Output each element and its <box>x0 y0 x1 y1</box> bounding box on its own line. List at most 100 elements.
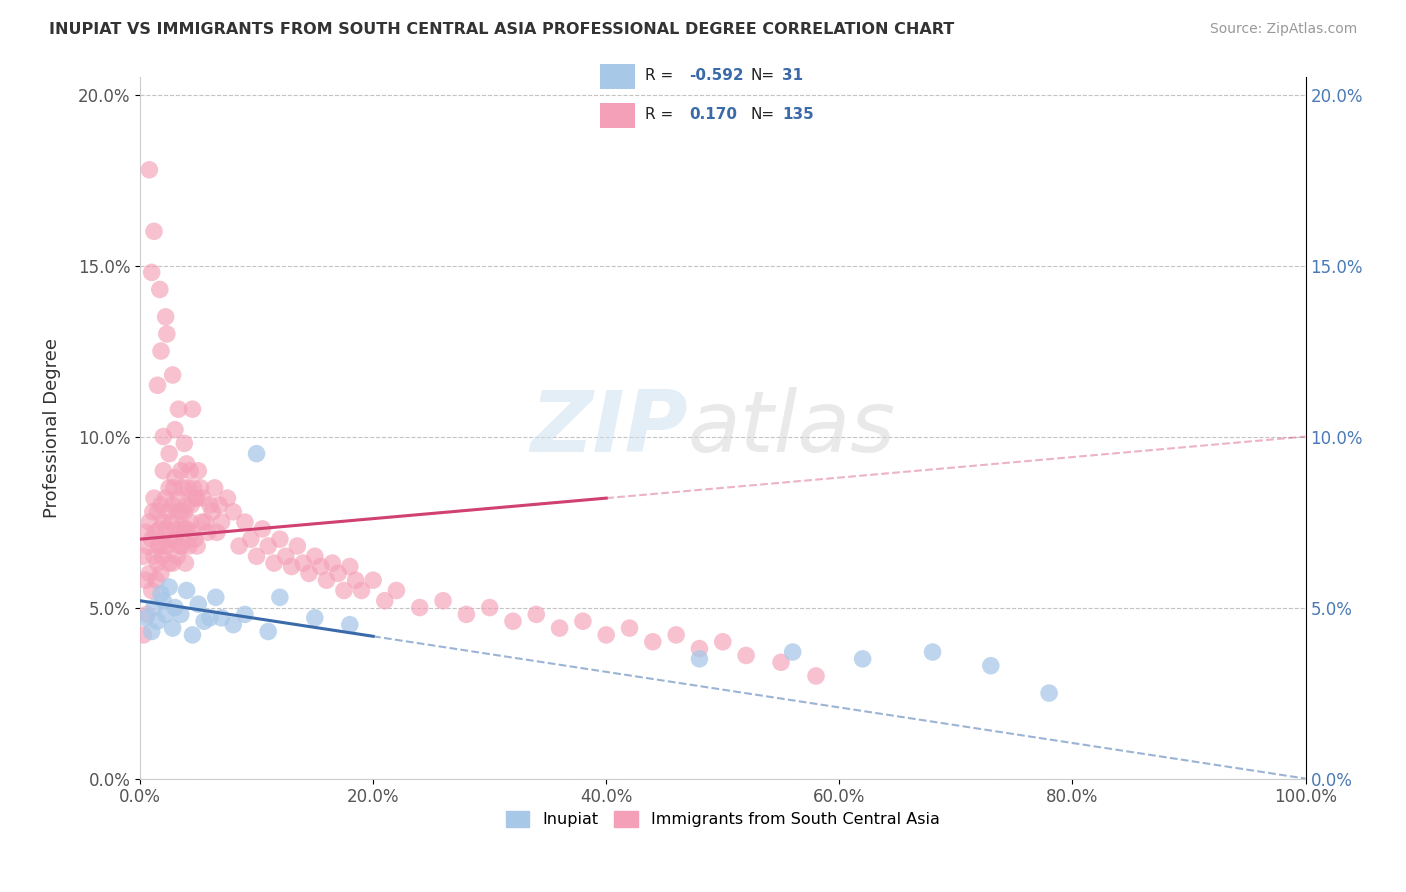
Text: INUPIAT VS IMMIGRANTS FROM SOUTH CENTRAL ASIA PROFESSIONAL DEGREE CORRELATION CH: INUPIAT VS IMMIGRANTS FROM SOUTH CENTRAL… <box>49 22 955 37</box>
Point <box>160 515 183 529</box>
Point <box>217 491 239 505</box>
Point <box>149 283 172 297</box>
Point <box>162 368 184 382</box>
Point <box>141 624 163 639</box>
Point <box>162 498 184 512</box>
Point <box>136 607 159 622</box>
Point <box>688 641 710 656</box>
Point <box>155 310 177 324</box>
Point <box>309 559 332 574</box>
Point <box>735 648 758 663</box>
Point <box>292 556 315 570</box>
Point <box>146 505 169 519</box>
Point <box>163 470 186 484</box>
Point <box>145 573 167 587</box>
Point <box>184 532 207 546</box>
Point <box>150 566 173 581</box>
Point <box>170 607 193 622</box>
Point <box>257 624 280 639</box>
Point <box>170 522 193 536</box>
Point <box>173 522 195 536</box>
Point <box>163 532 186 546</box>
Point <box>177 481 200 495</box>
Point <box>187 597 209 611</box>
Point <box>186 539 208 553</box>
Point <box>156 505 179 519</box>
Text: ZIP: ZIP <box>530 386 688 469</box>
Point <box>165 522 187 536</box>
Point <box>245 549 267 564</box>
Point <box>176 522 198 536</box>
Point <box>163 600 186 615</box>
Point <box>170 505 193 519</box>
Point <box>166 505 188 519</box>
Point <box>150 344 173 359</box>
Point <box>132 628 155 642</box>
Text: -0.592: -0.592 <box>689 69 744 84</box>
Point <box>155 607 177 622</box>
Text: R =: R = <box>644 107 673 122</box>
Point <box>170 539 193 553</box>
Point <box>174 556 197 570</box>
Point <box>181 525 204 540</box>
Text: atlas: atlas <box>688 386 896 469</box>
Point <box>191 515 214 529</box>
Point <box>172 481 194 495</box>
Point <box>141 532 163 546</box>
Point <box>143 491 166 505</box>
Point <box>166 549 188 564</box>
Point <box>409 600 432 615</box>
Point <box>245 447 267 461</box>
Point <box>173 436 195 450</box>
Point <box>132 549 155 564</box>
Point <box>274 549 297 564</box>
Point <box>208 498 231 512</box>
Point <box>328 566 350 581</box>
Point <box>198 611 221 625</box>
Point <box>321 556 343 570</box>
Point <box>688 652 710 666</box>
Point <box>146 378 169 392</box>
Point <box>344 573 367 587</box>
Point <box>921 645 943 659</box>
Point <box>169 539 191 553</box>
Point <box>804 669 827 683</box>
Point <box>269 591 291 605</box>
Point <box>136 539 159 553</box>
Point <box>141 265 163 279</box>
Point <box>548 621 571 635</box>
Point <box>138 162 160 177</box>
Point <box>135 573 157 587</box>
Point <box>150 587 173 601</box>
Point <box>183 481 205 495</box>
Point <box>142 505 165 519</box>
Text: 31: 31 <box>782 69 804 84</box>
Point <box>285 539 308 553</box>
Point <box>339 559 361 574</box>
Point <box>163 481 186 495</box>
Point <box>385 583 408 598</box>
Point <box>176 583 198 598</box>
Point <box>143 549 166 564</box>
Point <box>135 611 157 625</box>
Point <box>138 566 160 581</box>
Point <box>152 464 174 478</box>
Point <box>361 573 384 587</box>
Point <box>194 515 217 529</box>
Point <box>432 593 454 607</box>
Point <box>222 505 245 519</box>
Legend: Inupiat, Immigrants from South Central Asia: Inupiat, Immigrants from South Central A… <box>499 805 946 834</box>
Point <box>478 600 501 615</box>
Point <box>184 491 207 505</box>
Point <box>198 498 221 512</box>
Point <box>190 481 212 495</box>
Y-axis label: Professional Degree: Professional Degree <box>44 338 60 518</box>
Point <box>711 634 734 648</box>
Point <box>852 652 875 666</box>
Point <box>143 600 166 615</box>
Point <box>157 556 180 570</box>
Point <box>149 522 172 536</box>
Point <box>782 645 804 659</box>
Point <box>770 655 793 669</box>
Text: Source: ZipAtlas.com: Source: ZipAtlas.com <box>1209 22 1357 37</box>
